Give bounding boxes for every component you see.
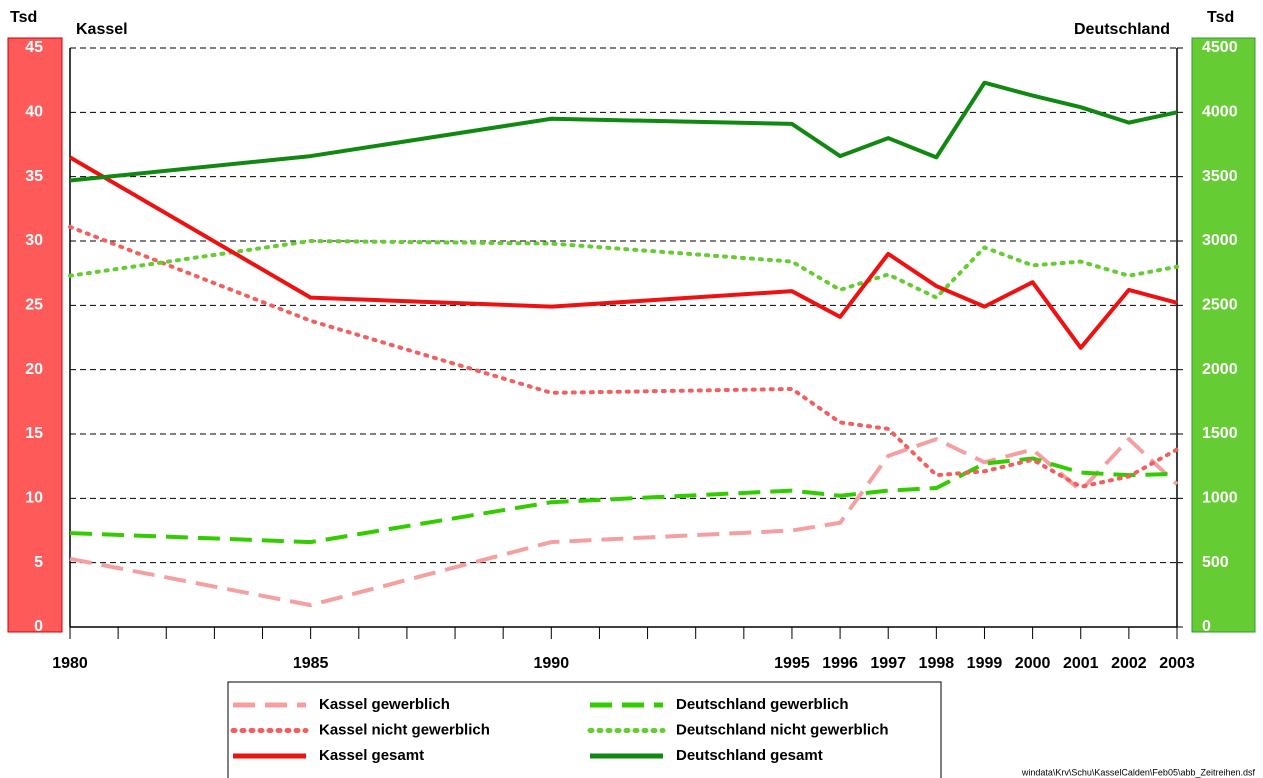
x-tick-label: 2002 bbox=[1111, 655, 1147, 672]
x-tick-label: 1985 bbox=[293, 655, 329, 672]
y-tick-label: 35 bbox=[25, 168, 43, 185]
y2-tick-label: 0 bbox=[1202, 618, 1211, 635]
legend-box bbox=[227, 681, 942, 778]
left-title: Kassel bbox=[76, 21, 128, 38]
series-line bbox=[69, 80, 1178, 183]
y-tick-label: 15 bbox=[25, 425, 43, 442]
y-tick-label: 10 bbox=[25, 490, 43, 507]
legend-label: Kassel gesamt bbox=[319, 747, 424, 764]
legend-label: Kassel nicht gewerblich bbox=[319, 721, 490, 738]
x-tick-label: 1990 bbox=[534, 655, 570, 672]
y-tick-label: 45 bbox=[25, 39, 43, 56]
legend-label: Deutschland gewerblich bbox=[676, 696, 849, 713]
x-tick-label: 1998 bbox=[919, 655, 955, 672]
right-unit: Tsd bbox=[1207, 9, 1234, 26]
x-tick-label: 2001 bbox=[1063, 655, 1099, 672]
y-tick-label: 20 bbox=[25, 361, 43, 378]
series-line bbox=[68, 155, 1178, 350]
y2-tick-label: 1500 bbox=[1202, 425, 1238, 442]
y2-tick-label: 4500 bbox=[1202, 39, 1238, 56]
right-axis-band bbox=[1191, 37, 1256, 633]
y-tick-label: 5 bbox=[34, 554, 43, 571]
y2-tick-label: 500 bbox=[1202, 554, 1229, 571]
y2-tick-label: 2500 bbox=[1202, 297, 1238, 314]
y2-tick-label: 3000 bbox=[1202, 232, 1238, 249]
x-tick-label: 1996 bbox=[822, 655, 858, 672]
y2-tick-label: 3500 bbox=[1202, 168, 1238, 185]
y2-tick-label: 1000 bbox=[1202, 490, 1238, 507]
x-tick-label: 2000 bbox=[1015, 655, 1051, 672]
series-line bbox=[68, 239, 1179, 300]
y2-tick-label: 4000 bbox=[1202, 104, 1238, 121]
y-tick-label: 40 bbox=[25, 104, 43, 121]
x-tick-label: 1997 bbox=[870, 655, 906, 672]
x-tick-label: 1980 bbox=[52, 655, 88, 672]
x-tick-label: 1995 bbox=[774, 655, 810, 672]
x-tick-label: 2003 bbox=[1159, 655, 1195, 672]
series-line bbox=[68, 224, 1179, 489]
y-tick-label: 0 bbox=[34, 618, 43, 635]
legend-label: Deutschland gesamt bbox=[676, 747, 823, 764]
y-tick-label: 25 bbox=[25, 297, 43, 314]
source-note: windata\Krv\Schu\KasselCalden\Feb05\abb_… bbox=[1021, 767, 1256, 777]
y2-tick-label: 2000 bbox=[1202, 361, 1238, 378]
right-title: Deutschland bbox=[1074, 21, 1170, 38]
legend-label: Kassel gewerblich bbox=[319, 696, 450, 713]
y-tick-label: 30 bbox=[25, 232, 43, 249]
legend-label: Deutschland nicht gewerblich bbox=[676, 721, 889, 738]
series-line bbox=[69, 437, 1179, 608]
series-line bbox=[69, 456, 1178, 545]
x-tick-label: 1999 bbox=[967, 655, 1003, 672]
left-axis-band bbox=[7, 37, 63, 633]
left-unit: Tsd bbox=[10, 9, 37, 26]
